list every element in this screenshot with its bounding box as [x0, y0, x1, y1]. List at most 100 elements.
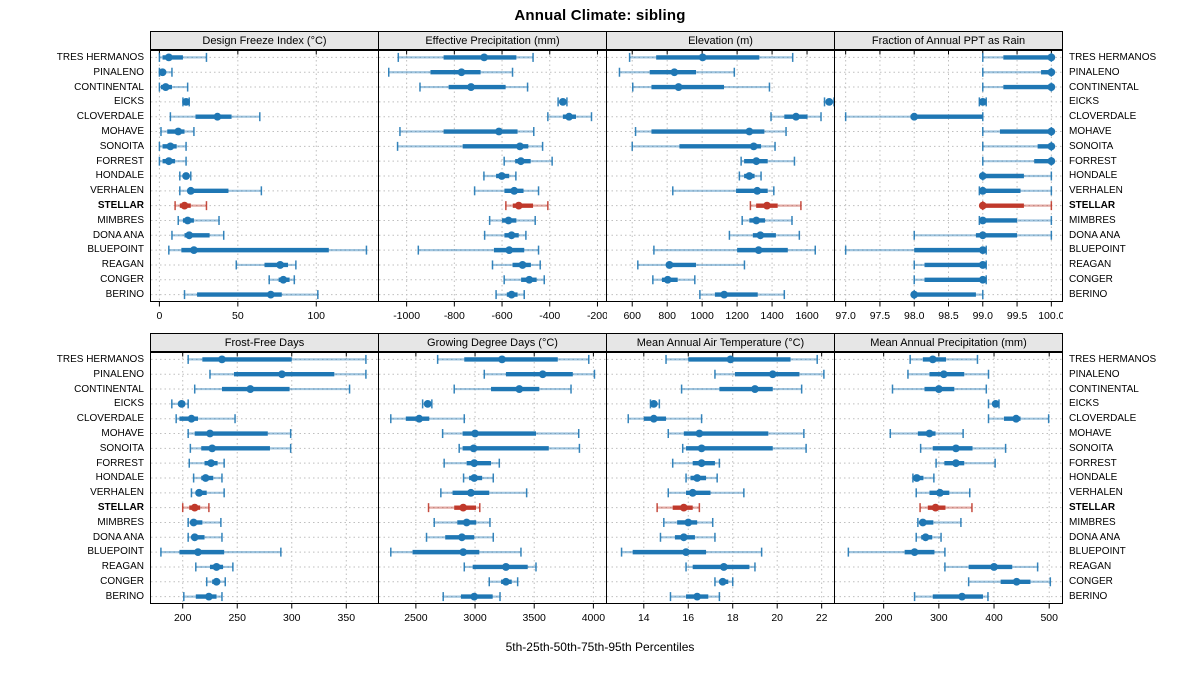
- site-label-verhalen: VERHALEN: [1069, 487, 1123, 499]
- percentile-row-bluepoint: [653, 245, 816, 255]
- percentile-row-berino: [913, 592, 989, 602]
- axis-tick-label: 500: [1040, 612, 1058, 624]
- percentile-row-stellar: [174, 201, 208, 211]
- percentile-row-reagan: [913, 260, 987, 270]
- panel-plot: 2500 3000 3500 4000: [378, 352, 607, 624]
- percentile-row-pinaleno: [714, 369, 825, 379]
- percentile-row-sonoita: [158, 141, 187, 151]
- percentile-row-sonoita: [982, 141, 1056, 151]
- percentile-row-continental: [891, 384, 988, 394]
- percentile-row-verhalen: [179, 186, 263, 196]
- panel-strip-title: Frost-Free Days: [150, 333, 379, 352]
- axis-tick-label: 2500: [404, 612, 428, 624]
- percentile-row-continental: [453, 384, 572, 394]
- percentile-row-berino: [910, 290, 984, 300]
- percentile-row-conger: [967, 577, 1052, 587]
- percentile-row-forrest: [158, 156, 187, 166]
- percentile-row-pinaleno: [158, 67, 173, 77]
- percentile-row-continental: [193, 384, 351, 394]
- percentile-row-pinaleno: [907, 369, 990, 379]
- site-labels-right-bottom: TRES HERMANOS PINALENO CONTINENTAL EICKS CLO…: [1063, 333, 1191, 628]
- percentile-row-tres-hermanos: [982, 52, 1056, 62]
- axis-tick-label: -400: [539, 310, 560, 322]
- site-label-sonoita: SONOITA: [99, 442, 144, 454]
- percentile-row-dona-ana: [483, 230, 527, 240]
- panel-mean-annual-air-temperature-c: Mean Annual Air Temperature (°C) 14 16 18 20…: [606, 333, 835, 628]
- site-label-berino: BERINO: [1069, 590, 1108, 602]
- site-label-forrest: FORREST: [1069, 457, 1117, 469]
- page-title: Annual Climate: sibling: [514, 7, 686, 24]
- percentile-row-mimbres: [177, 215, 220, 225]
- site-label-eicks: EICKS: [113, 96, 144, 108]
- site-label-bluepoint: BLUEPOINT: [87, 244, 144, 256]
- site-label-reagan: REAGAN: [101, 259, 144, 271]
- percentile-row-mimbres: [978, 215, 1053, 225]
- percentile-row-bluepoint: [168, 245, 368, 255]
- axis-tick-label: 100.0: [1038, 310, 1063, 322]
- panel-design-freeze-index-c: Design Freeze Index (°C) 0 50 100: [150, 31, 379, 326]
- percentile-row-bluepoint: [160, 547, 282, 557]
- percentile-row-mimbres: [663, 517, 714, 527]
- percentile-row-dona-ana: [659, 532, 716, 542]
- axis-tick-label: 300: [283, 612, 301, 624]
- site-labels-left-bottom: TRES HERMANOS PINALENO CONTINENTAL EICKS CLO…: [9, 333, 150, 628]
- percentile-row-tres-hermanos: [628, 52, 794, 62]
- panel-strip-title: Effective Precipitation (mm): [378, 31, 607, 50]
- axis-tick-label: 1600: [795, 310, 819, 322]
- site-label-dona-ana: DONA ANA: [1069, 229, 1121, 241]
- panel-strip-title: Design Freeze Index (°C): [150, 31, 379, 50]
- axis-tick-label: 99.5: [1007, 310, 1028, 322]
- panels-bottom: Frost-Free Days 200 250 300 350 Growing Degre…: [150, 333, 1063, 628]
- percentile-row-mimbres: [917, 517, 962, 527]
- percentile-row-berino: [699, 290, 786, 300]
- percentile-row-bluepoint: [390, 547, 522, 557]
- site-label-tres-hermanos: TRES HERMANOS: [1069, 353, 1157, 365]
- percentile-row-stellar: [181, 503, 210, 513]
- site-label-conger: CONGER: [100, 576, 144, 588]
- percentile-row-conger: [488, 577, 519, 587]
- percentile-row-stellar: [505, 201, 549, 211]
- percentile-row-dona-ana: [913, 230, 1053, 240]
- site-label-berino: BERINO: [105, 590, 144, 602]
- percentile-row-conger: [268, 275, 296, 285]
- site-label-stellar: STELLAR: [1069, 502, 1116, 514]
- percentile-row-hondale: [738, 171, 762, 181]
- percentile-row-cloverdale: [547, 112, 593, 122]
- percentile-row-pinaleno: [982, 67, 1056, 77]
- percentile-row-verhalen: [473, 186, 540, 196]
- percentile-row-continental: [982, 82, 1056, 92]
- percentile-row-stellar: [656, 503, 701, 513]
- panel-plot: -1000 -800 -600 -400 -200: [378, 50, 607, 322]
- site-label-mohave: MOHAVE: [101, 125, 144, 137]
- axis-tick-label: -800: [444, 310, 465, 322]
- percentile-row-forrest: [935, 458, 996, 468]
- percentile-row-cloverdale: [770, 112, 822, 122]
- site-label-cloverdale: CLOVERDALE: [76, 413, 144, 425]
- percentile-row-hondale: [685, 473, 718, 483]
- percentile-row-hondale: [978, 171, 1053, 181]
- percentile-row-sonoita: [189, 443, 292, 453]
- percentile-row-continental: [631, 82, 771, 92]
- percentile-row-sonoita: [396, 141, 544, 151]
- percentile-row-eicks: [557, 97, 568, 107]
- panel-frost-free-days: Frost-Free Days 200 250 300 350: [150, 333, 379, 628]
- percentile-row-dona-ana: [728, 230, 801, 240]
- site-label-hondale: HONDALE: [1069, 170, 1118, 182]
- percentile-row-bluepoint: [620, 547, 763, 557]
- percentile-row-continental: [158, 82, 189, 92]
- percentile-row-sonoita: [458, 443, 581, 453]
- axis-tick-label: 50: [232, 310, 244, 322]
- percentile-row-sonoita: [631, 141, 776, 151]
- percentile-row-hondale: [912, 473, 935, 483]
- percentile-row-mohave: [982, 127, 1056, 137]
- percentile-row-forrest: [671, 458, 721, 468]
- axis-tick-label: 1400: [760, 310, 784, 322]
- site-label-sonoita: SONOITA: [1069, 140, 1114, 152]
- percentile-row-eicks: [987, 399, 1000, 409]
- percentile-row-forrest: [503, 156, 553, 166]
- percentile-row-cloverdale: [627, 414, 703, 424]
- percentile-row-stellar: [749, 201, 802, 211]
- percentile-row-cloverdale: [844, 112, 984, 122]
- percentile-row-tres-hermanos: [909, 354, 979, 364]
